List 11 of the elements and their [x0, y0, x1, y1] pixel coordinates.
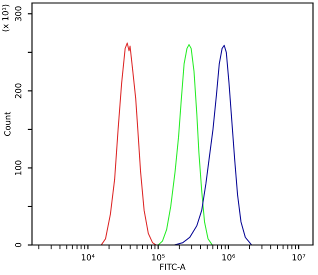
y-tick-label: 0 [15, 242, 22, 248]
y-tick-label: 100 [15, 160, 22, 175]
text: (x 10¹) [2, 4, 10, 32]
x-tick-label: 10⁶ [222, 254, 236, 260]
x-tick-label: 10⁷ [292, 254, 306, 260]
y-axis-title: Count [4, 112, 11, 136]
y-tick-label: 200 [15, 83, 22, 98]
x-tick-label: 10⁴ [82, 254, 95, 260]
y-tick-label: 300 [15, 6, 22, 22]
x-axis-title: FITC-A [160, 264, 186, 270]
x-tick-label: 10⁵ [152, 254, 165, 260]
